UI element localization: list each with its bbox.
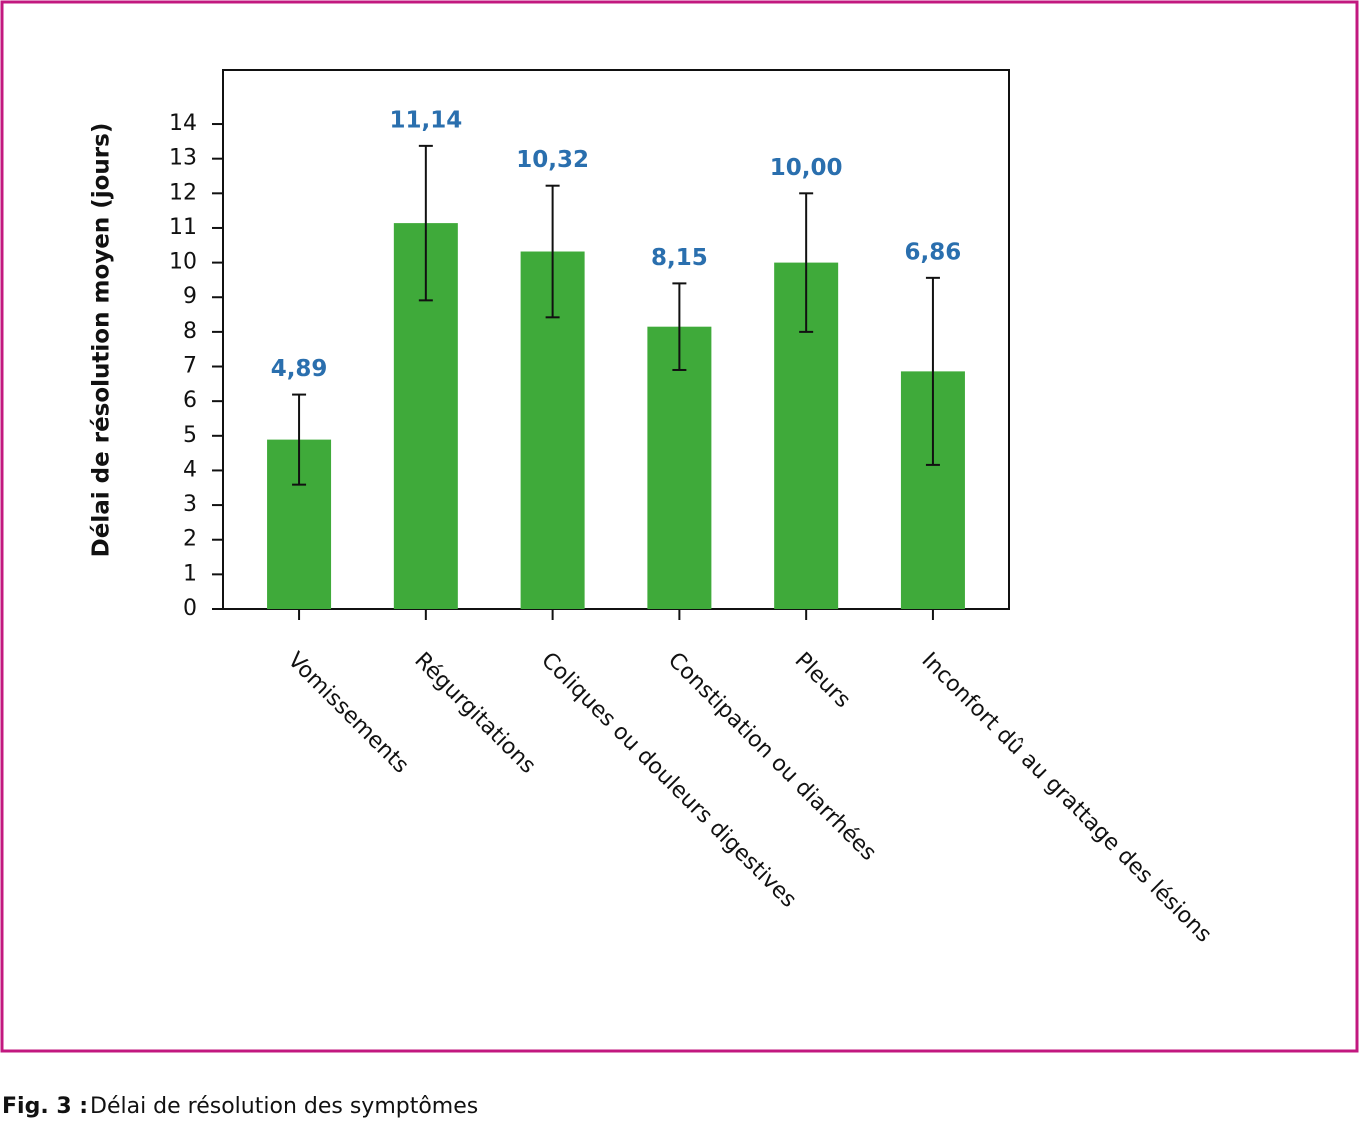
y-axis-label: Délai de résolution moyen (jours)	[89, 123, 115, 558]
value-label: 6,86	[905, 239, 962, 265]
plot-area	[222, 69, 1010, 610]
caption-text: Délai de résolution des symptômes	[90, 1094, 478, 1119]
y-tick-label: 3	[183, 492, 197, 517]
value-label: 11,14	[389, 107, 462, 133]
frame	[0, 0, 1359, 1053]
x-tick-label: Pleurs	[790, 648, 855, 713]
y-tick-label: 6	[183, 388, 197, 413]
y-tick-label: 8	[183, 319, 197, 344]
y-tick-label: 10	[169, 250, 197, 275]
y-tick-label: 12	[169, 180, 197, 205]
y-tick-label: 5	[183, 423, 197, 448]
y-tick-label: 4	[183, 457, 197, 482]
y-tick-label: 2	[183, 527, 197, 552]
y-tick-label: 11	[169, 215, 197, 240]
value-label: 4,89	[271, 356, 328, 382]
x-tick-label: Vomissements	[283, 648, 414, 779]
bar	[647, 326, 712, 609]
x-tick-label: Coliques ou douleurs digestives	[536, 648, 801, 913]
y-tick-label: 0	[183, 596, 197, 621]
x-tick-label: Inconfort dû au grattage des lésions	[916, 648, 1216, 948]
value-label: 10,00	[770, 155, 843, 181]
y-tick-label: 7	[183, 354, 197, 379]
y-tick-label: 1	[183, 561, 197, 586]
y-tick-label: 9	[183, 284, 197, 309]
y-tick-label: 13	[169, 146, 197, 171]
caption-label: Fig. 3 :	[2, 1094, 88, 1119]
x-tick-label: Régurgitations	[409, 648, 540, 779]
y-tick-label: 14	[169, 111, 197, 136]
x-tick-label: Constipation ou diarrhées	[663, 648, 881, 866]
value-label: 8,15	[651, 245, 708, 271]
value-label: 10,32	[516, 147, 589, 173]
